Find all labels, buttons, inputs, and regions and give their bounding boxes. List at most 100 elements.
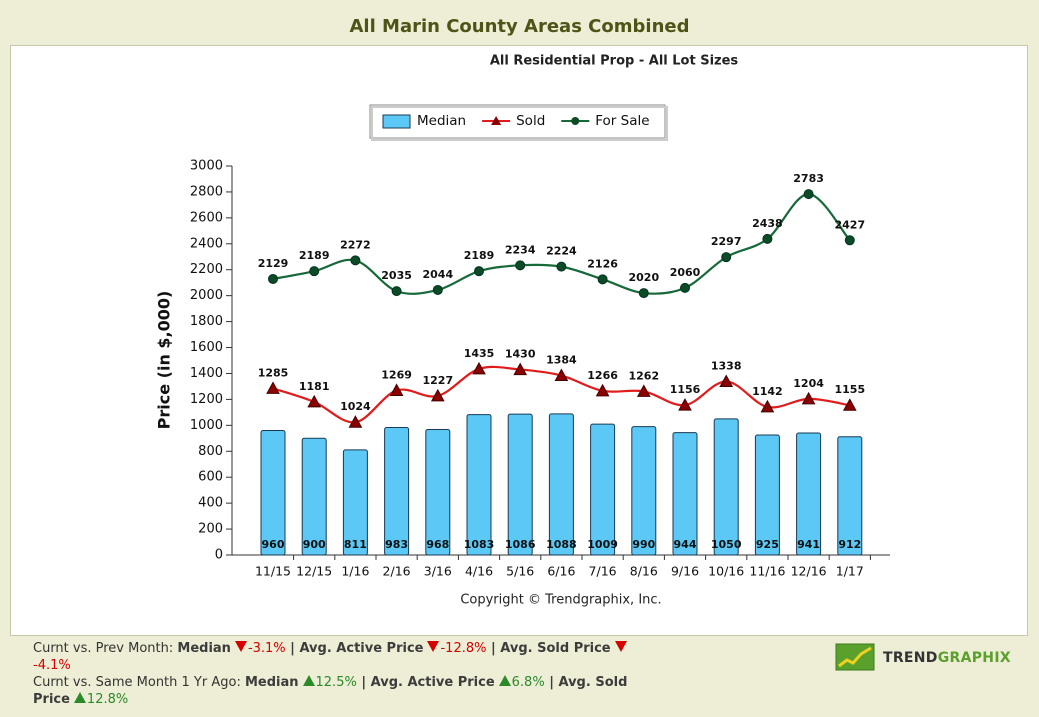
marker (595, 383, 610, 397)
y-tick-label: 800 (198, 444, 223, 459)
data-label: 2189 (299, 249, 330, 262)
data-label: 2060 (670, 266, 701, 279)
footer-text: | Avg. Active Price (356, 675, 495, 690)
bar-label: 990 (632, 538, 655, 551)
bar (672, 432, 698, 556)
footer-text: -4.1% (33, 657, 71, 673)
trend-arrow (614, 641, 627, 652)
y-tick-label: 1200 (190, 392, 223, 407)
legend-label: For Sale (595, 113, 649, 129)
bar (466, 414, 492, 556)
data-label: 1142 (752, 385, 783, 398)
bar (631, 426, 657, 556)
x-tick-label: 7/16 (589, 564, 617, 579)
footer-text: 12.5% (315, 675, 357, 690)
bar (837, 436, 863, 556)
y-tick-label: 400 (198, 496, 223, 511)
x-tick-label: 5/16 (506, 564, 534, 579)
legend-swatch (382, 114, 411, 129)
marker (350, 255, 361, 266)
bar-label: 900 (303, 538, 326, 551)
data-label: 1435 (464, 347, 495, 360)
logo-part: TREND (883, 650, 938, 666)
x-tick-label: 8/16 (630, 564, 658, 579)
data-label: 2044 (422, 268, 453, 281)
x-tick-label: 10/16 (708, 564, 744, 579)
x-tick-label: 4/16 (465, 564, 493, 579)
footer-line: Curnt vs. Prev Month: Median -3.1% | Avg.… (33, 641, 653, 674)
bar-label: 1088 (546, 538, 577, 551)
trend-arrow (302, 675, 315, 686)
y-tick-label: 2400 (190, 236, 223, 251)
marker (268, 273, 278, 284)
marker (309, 266, 320, 277)
data-label: 1384 (546, 354, 577, 367)
trend-arrow (498, 675, 511, 686)
marker (391, 286, 402, 297)
footer-text: | Avg. Sold Price (33, 675, 628, 707)
x-tick-label: 3/16 (424, 564, 452, 579)
y-tick-label: 600 (198, 470, 223, 485)
data-label: 1430 (505, 348, 536, 361)
bar-label: 960 (262, 538, 285, 551)
bar (713, 418, 739, 556)
marker (556, 261, 567, 272)
marker (430, 388, 445, 402)
footer-text: Median (244, 675, 299, 690)
legend-marker (491, 116, 502, 125)
data-label: 1181 (299, 380, 330, 393)
bar-label: 1083 (464, 538, 495, 551)
bar (425, 428, 451, 556)
data-label: 2783 (793, 172, 824, 185)
data-label: 1024 (340, 400, 371, 413)
data-label: 1262 (628, 369, 659, 382)
bar-label: 1009 (587, 538, 618, 551)
footer-text: -3.1% (247, 641, 286, 656)
bar-label: 912 (838, 538, 861, 551)
data-label: 2427 (834, 218, 865, 231)
x-tick-label: 12/16 (791, 564, 827, 579)
bar (796, 432, 822, 556)
footer-line: Curnt vs. Same Month 1 Yr Ago: Median 12.… (33, 675, 653, 708)
logo-text: TRENDGRAPHIX (883, 650, 1011, 666)
footer-text: Curnt vs. Prev Month: (33, 641, 178, 656)
marker (474, 266, 484, 277)
logo-icon (835, 643, 875, 671)
marker (307, 394, 322, 408)
y-tick-label: 1800 (190, 314, 223, 329)
marker (638, 288, 649, 299)
data-label: 2189 (464, 249, 495, 262)
marker (678, 398, 692, 411)
bar-label: 983 (385, 538, 408, 551)
marker (680, 282, 690, 293)
y-tick-label: 1000 (190, 418, 223, 433)
data-label: 1227 (422, 374, 453, 387)
data-label: 2272 (340, 238, 371, 251)
bar (260, 430, 286, 556)
x-tick-label: 1/16 (341, 564, 369, 579)
footer-text: -12.8% (440, 641, 487, 656)
marker (348, 415, 363, 428)
footer-text: 6.8% (511, 675, 545, 690)
data-label: 2438 (752, 217, 783, 230)
marker (515, 260, 526, 271)
legend-box (369, 104, 666, 139)
footer-text: Median (177, 641, 231, 656)
bar (590, 423, 616, 556)
marker (597, 274, 608, 285)
data-label: 1156 (670, 383, 701, 396)
x-tick-label: 11/15 (255, 564, 291, 579)
y-tick-label: 2200 (190, 262, 223, 277)
footer-text: Curnt vs. Same Month 1 Yr Ago: (33, 675, 245, 690)
bar-label: 811 (344, 538, 367, 551)
marker (513, 362, 528, 376)
trend-arrow (234, 641, 247, 652)
marker (719, 374, 734, 388)
bar-label: 941 (797, 538, 820, 551)
marker (266, 381, 280, 394)
y-tick-label: 200 (198, 522, 223, 537)
marker (801, 391, 816, 405)
trend-arrow (73, 691, 86, 703)
x-tick-label: 6/16 (547, 564, 575, 579)
y-tick-label: 0 (215, 548, 223, 563)
